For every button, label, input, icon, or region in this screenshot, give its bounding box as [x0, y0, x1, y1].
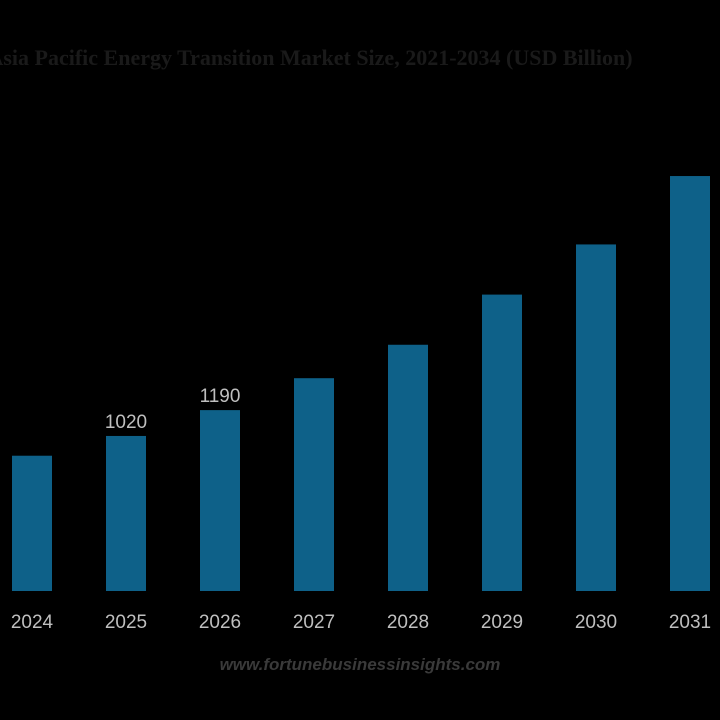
source-watermark: www.fortunebusinessinsights.com: [220, 655, 501, 674]
bar-2026: [200, 410, 240, 591]
data-labels-group: 1020 1190: [105, 386, 241, 433]
x-axis-tick-labels: 2024 2025 2026 2027 2028 2029 2030 2031: [11, 612, 711, 633]
bar-2028: [388, 344, 428, 591]
x-tick-2028: 2028: [387, 612, 429, 633]
bar-2031: [670, 176, 710, 592]
chart-title: Asia Pacific Energy Transition Market Si…: [0, 45, 633, 70]
data-label-2025: 1020: [105, 412, 147, 433]
bars-group: [12, 176, 710, 592]
x-tick-2024: 2024: [11, 612, 54, 633]
bar-2027: [294, 378, 334, 591]
x-tick-2031: 2031: [669, 612, 711, 633]
bar-2024: [12, 455, 52, 591]
bar-2029: [482, 294, 522, 591]
data-label-2026: 1190: [200, 386, 241, 407]
x-tick-2029: 2029: [481, 612, 523, 633]
bar-2025: [106, 435, 146, 591]
x-tick-2026: 2026: [199, 612, 241, 633]
x-tick-2027: 2027: [293, 612, 335, 633]
x-tick-2025: 2025: [105, 612, 147, 633]
bar-2030: [576, 244, 616, 591]
x-tick-2030: 2030: [575, 612, 617, 633]
